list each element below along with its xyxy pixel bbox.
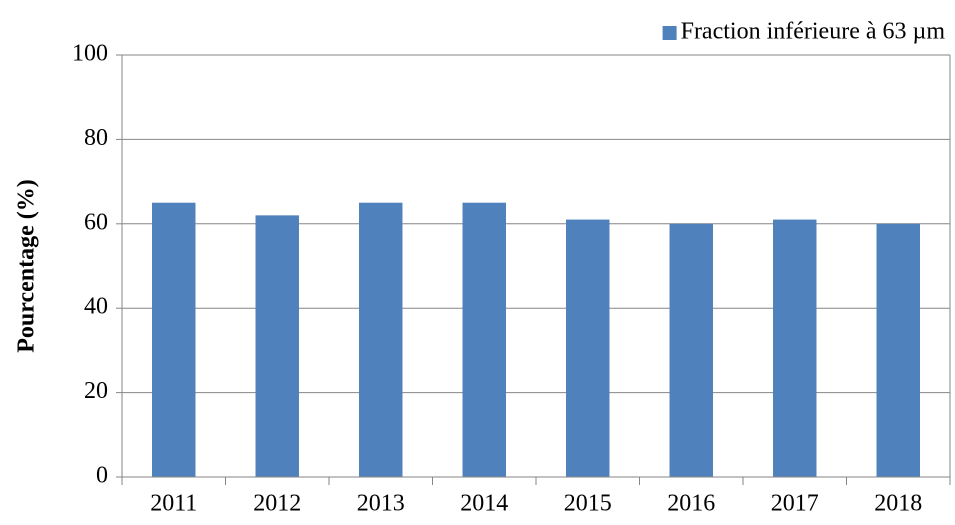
y-tick-label: 80 bbox=[84, 125, 108, 151]
bar bbox=[152, 202, 196, 477]
y-tick-label: 60 bbox=[84, 209, 108, 235]
y-tick-label: 20 bbox=[84, 378, 108, 404]
x-tick-label: 2012 bbox=[253, 491, 301, 517]
x-tick-label: 2015 bbox=[564, 491, 612, 517]
bar bbox=[359, 202, 403, 477]
x-tick-label: 2014 bbox=[460, 491, 508, 517]
legend-label: Fraction inférieure à 63 µm bbox=[681, 19, 946, 45]
x-tick-label: 2011 bbox=[150, 491, 197, 517]
x-tick-label: 2017 bbox=[771, 491, 819, 517]
bar bbox=[566, 219, 610, 477]
y-tick-label: 100 bbox=[72, 41, 108, 67]
x-tick-label: 2016 bbox=[667, 491, 715, 517]
bar bbox=[255, 215, 299, 478]
bar bbox=[669, 223, 713, 477]
legend-swatch bbox=[662, 26, 677, 40]
bar bbox=[876, 223, 920, 477]
bar bbox=[462, 202, 506, 477]
y-axis-title: Pourcentage (%) bbox=[14, 179, 40, 353]
x-tick-label: 2018 bbox=[874, 491, 922, 517]
x-tick-label: 2013 bbox=[357, 491, 405, 517]
bar bbox=[773, 219, 817, 477]
y-tick-label: 40 bbox=[84, 294, 108, 320]
y-tick-label: 0 bbox=[96, 463, 108, 489]
